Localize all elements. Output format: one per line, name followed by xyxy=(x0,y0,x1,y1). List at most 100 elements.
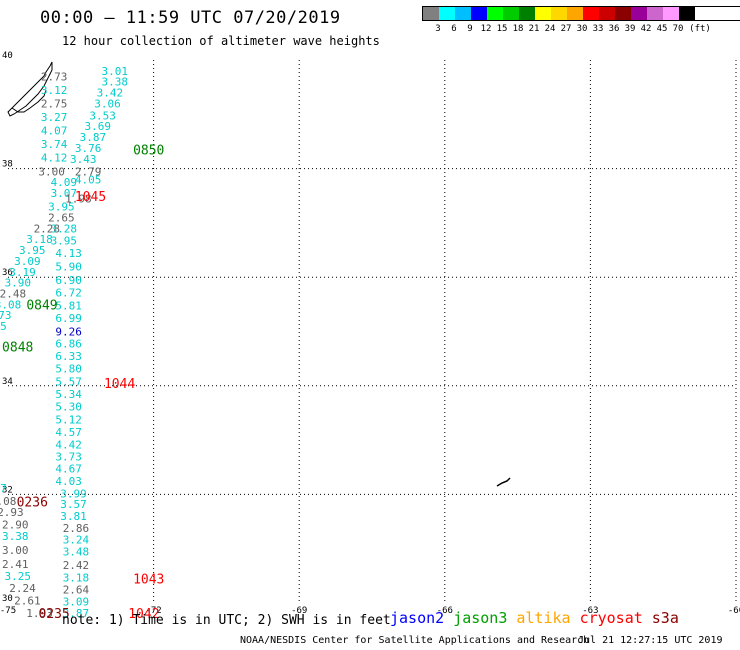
legend-swatch xyxy=(423,7,439,20)
swh-value: 3.19 xyxy=(9,266,36,279)
swh-value: 2.48 xyxy=(0,287,26,300)
satellite-jason3: jason3 xyxy=(453,609,508,627)
legend-label: 12 xyxy=(480,24,492,34)
swh-value: 6.72 xyxy=(55,286,82,299)
swh-value: 2.73 xyxy=(41,70,68,83)
legend-swatch xyxy=(615,7,631,20)
satellite-cryosat: cryosat xyxy=(579,609,643,627)
satellite-altika: altika xyxy=(516,609,571,627)
generated-timestamp: Jul 21 12:27:15 UTC 2019 xyxy=(578,635,723,646)
pass-time: 0850 xyxy=(133,144,164,159)
satellite-legend: jason2 jason3 altika cryosat s3a xyxy=(390,609,688,627)
swh-value: 9.26 xyxy=(55,326,82,339)
swh-value: 5.57 xyxy=(55,375,82,388)
legend-label: 9 xyxy=(467,24,473,34)
y-tick-label: 32 xyxy=(2,485,13,495)
swh-value: 2.42 xyxy=(63,559,90,572)
legend-swatch xyxy=(519,7,535,20)
legend-label: 27 xyxy=(560,24,572,34)
swh-value: 3.06 xyxy=(94,97,121,110)
swh-value: 2.79 xyxy=(75,165,102,178)
swh-value: 4.07 xyxy=(41,125,68,138)
swh-value: 3.87 xyxy=(80,131,107,144)
y-tick-label: 36 xyxy=(2,268,13,278)
pass-time: 1044 xyxy=(104,377,135,392)
legend-swatch xyxy=(535,7,551,20)
swh-value: 2.65 xyxy=(48,211,75,224)
swh-value: 3.38 xyxy=(102,76,129,89)
swh-value: 3.09 xyxy=(14,255,41,268)
swh-value: 3.48 xyxy=(63,545,90,558)
legend-swatch xyxy=(471,7,487,20)
swh-value: 5.12 xyxy=(55,413,82,426)
swh-value: 3.57 xyxy=(60,498,87,511)
pass-time: 0849 xyxy=(26,298,57,313)
swh-value: 3.90 xyxy=(4,277,31,290)
swh-value: 3.07 xyxy=(51,187,78,200)
pass-time: 1043 xyxy=(133,573,164,588)
swh-value: 3.27 xyxy=(41,111,68,124)
swh-value: 2.64 xyxy=(63,583,90,596)
swh-value: 5.30 xyxy=(55,400,82,413)
x-tick-label: -75 xyxy=(0,606,16,616)
swh-value: 2.93 xyxy=(0,506,24,519)
legend-swatch xyxy=(663,7,679,20)
legend-label: 3 xyxy=(435,24,441,34)
swh-value: 2.41 xyxy=(2,558,29,571)
pass-time: 0235 xyxy=(38,607,69,622)
swh-value: 3.74 xyxy=(41,138,68,151)
legend-label: 24 xyxy=(544,24,556,34)
swh-value: 3.73 xyxy=(0,309,12,322)
legend-label: 15 xyxy=(496,24,508,34)
swh-value: 3.81 xyxy=(60,510,87,523)
swh-value: 5.34 xyxy=(55,388,82,401)
legend-label: 33 xyxy=(592,24,604,34)
swh-value: 5.90 xyxy=(55,260,82,273)
page-title: 00:00 – 11:59 UTC 07/20/2019 xyxy=(40,8,341,28)
swh-value: 3.47 xyxy=(0,482,7,495)
swh-value: 3.38 xyxy=(2,530,29,543)
legend-swatch xyxy=(503,7,519,20)
legend-swatch xyxy=(647,7,663,20)
x-tick-label: -60 xyxy=(728,606,740,616)
swh-value: 3.08 xyxy=(0,298,21,311)
legend-label: 30 xyxy=(576,24,588,34)
coastline xyxy=(7,61,511,487)
swh-value: 4.42 xyxy=(55,438,82,451)
x-tick-label: -63 xyxy=(582,606,598,616)
legend-swatches xyxy=(422,6,740,21)
swh-value: 2.75 xyxy=(41,97,68,110)
swh-value: 6.33 xyxy=(55,350,82,363)
y-tick-label: 40 xyxy=(2,51,13,61)
swh-value: 2.24 xyxy=(9,582,36,595)
swh-value: 3.95 xyxy=(48,201,75,214)
swh-value: 3.99 xyxy=(60,487,87,500)
swh-value: 4.03 xyxy=(55,475,82,488)
swh-value: 3.69 xyxy=(85,120,112,133)
swh-value: 5.81 xyxy=(55,299,82,312)
swh-value: 2.08 xyxy=(0,495,16,508)
legend-swatch xyxy=(487,7,503,20)
pass-time: 1042 xyxy=(128,607,159,622)
legend-label: 70 xyxy=(672,24,684,34)
swh-value: 3.43 xyxy=(70,153,97,166)
swh-value: 3.95 xyxy=(51,234,78,247)
swh-value: 4.13 xyxy=(55,247,82,260)
swh-value: 3.25 xyxy=(4,570,31,583)
bermuda-island xyxy=(496,477,511,487)
x-tick-label: -72 xyxy=(145,606,161,616)
axis-tick-labels: -75 -72 -69 -66 -63 -60 40 38 36 34 32 30 xyxy=(0,51,740,616)
legend-swatch xyxy=(551,7,567,20)
pass-time: 0848 xyxy=(2,341,33,356)
legend-swatch xyxy=(631,7,647,20)
legend-label: (ft) xyxy=(689,24,711,34)
swh-value: 2.90 xyxy=(2,518,29,531)
swh-value: 3.76 xyxy=(75,142,102,155)
legend-label: 6 xyxy=(451,24,457,34)
swh-value: 3.18 xyxy=(26,233,53,246)
swh-value: 2.86 xyxy=(63,522,90,535)
satellite-s3a: s3a xyxy=(651,609,679,627)
swh-value: 3.00 xyxy=(2,544,29,557)
swh-value: 6.90 xyxy=(55,274,82,287)
